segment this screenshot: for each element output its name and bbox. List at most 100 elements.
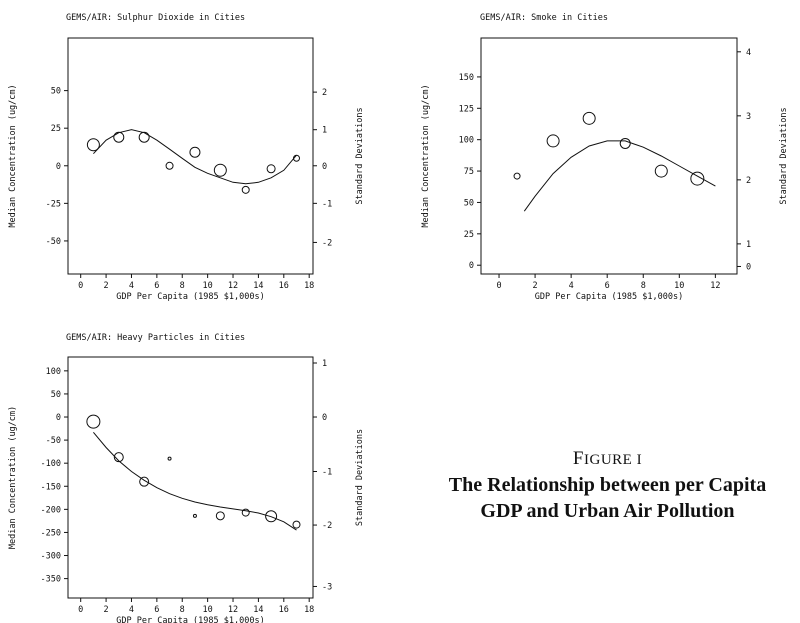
x-tick-label: 18 bbox=[304, 281, 314, 291]
data-point bbox=[167, 456, 172, 461]
x-tick-label: 16 bbox=[279, 281, 289, 291]
plot-frame bbox=[67, 356, 314, 599]
y-axis-label: Median Concentration (ug/cm) bbox=[421, 84, 431, 227]
plot-frame bbox=[67, 37, 314, 275]
data-point bbox=[138, 131, 150, 143]
x-tick-label: 8 bbox=[180, 605, 185, 615]
x-tick-label: 10 bbox=[203, 281, 213, 291]
data-point bbox=[619, 137, 631, 149]
y2-axis-label: Standard Deviations bbox=[355, 107, 365, 204]
y-tick-label: -250 bbox=[41, 528, 61, 538]
data-point bbox=[139, 476, 150, 487]
fit-curve bbox=[93, 129, 297, 185]
data-point bbox=[113, 452, 124, 463]
data-point bbox=[582, 111, 596, 125]
data-point bbox=[213, 163, 227, 177]
y-axis-label: Median Concentration (ug/cm) bbox=[8, 84, 18, 227]
figure-label-initial: F bbox=[572, 448, 584, 469]
chart-title: GEMS/AIR: Heavy Particles in Cities bbox=[66, 333, 245, 343]
caption-line-2: GDP and Urban Air Pollution bbox=[480, 500, 735, 522]
data-point bbox=[265, 510, 278, 523]
x-tick-label: 18 bbox=[304, 605, 314, 615]
y2-tick-label: -1 bbox=[322, 467, 332, 477]
x-tick-label: 6 bbox=[154, 281, 159, 291]
y2-tick-label: 2 bbox=[746, 176, 751, 186]
x-tick-label: 10 bbox=[674, 281, 684, 291]
x-tick-label: 12 bbox=[228, 605, 238, 615]
y-tick-label: 150 bbox=[459, 73, 474, 83]
data-point bbox=[546, 134, 560, 148]
y2-tick-label: 2 bbox=[322, 88, 327, 98]
y-tick-label: 75 bbox=[464, 167, 474, 177]
y-tick-label: -150 bbox=[41, 482, 61, 492]
data-point bbox=[86, 414, 101, 429]
y2-tick-label: 1 bbox=[322, 359, 327, 369]
data-point bbox=[192, 513, 197, 518]
figure-label-rest: IGURE I bbox=[584, 452, 643, 468]
y-tick-label: 100 bbox=[46, 367, 61, 377]
x-tick-label: 14 bbox=[253, 281, 263, 291]
data-point bbox=[165, 161, 174, 170]
y2-tick-label: 4 bbox=[746, 48, 751, 58]
chart-heavy-particles: GEMS/AIR: Heavy Particles in Cities 0 2 4 6 8… bbox=[8, 333, 365, 623]
chart-title: GEMS/AIR: Smoke in Cities bbox=[480, 13, 608, 23]
data-point bbox=[292, 520, 301, 529]
y2-tick-label: 0 bbox=[746, 262, 751, 272]
x-tick-label: 8 bbox=[180, 281, 185, 291]
y-tick-label: -100 bbox=[41, 459, 61, 469]
x-tick-label: 4 bbox=[129, 605, 134, 615]
y2-tick-label: -2 bbox=[322, 238, 332, 248]
x-tick-label: 4 bbox=[129, 281, 134, 291]
y2-tick-label: -1 bbox=[322, 199, 332, 209]
x-axis-label: GDP Per Capita (1985 $1,000s) bbox=[116, 292, 264, 302]
y-tick-label: 125 bbox=[459, 104, 474, 114]
data-point bbox=[86, 138, 100, 152]
data-point bbox=[241, 185, 250, 194]
data-point bbox=[513, 172, 521, 180]
data-point bbox=[266, 164, 276, 174]
x-tick-label: 0 bbox=[78, 605, 83, 615]
x-axis-label: GDP Per Capita (1985 $1,000s) bbox=[116, 616, 264, 623]
y-tick-label: 0 bbox=[56, 162, 61, 172]
fit-curve bbox=[523, 140, 716, 212]
fit-curve bbox=[93, 431, 297, 531]
y2-tick-label: 0 bbox=[322, 162, 327, 172]
y2-tick-label: 1 bbox=[746, 240, 751, 250]
y-tick-label: -25 bbox=[46, 199, 61, 209]
x-tick-label: 6 bbox=[154, 605, 159, 615]
x-tick-label: 12 bbox=[710, 281, 720, 291]
y2-tick-label: 1 bbox=[322, 126, 327, 136]
y2-tick-label: -2 bbox=[322, 521, 332, 531]
y-tick-label: 50 bbox=[51, 390, 61, 400]
y-tick-label: 100 bbox=[459, 136, 474, 146]
data-point bbox=[189, 146, 201, 158]
y2-axis-label: Standard Deviations bbox=[355, 429, 365, 526]
x-tick-label: 0 bbox=[78, 281, 83, 291]
x-tick-label: 2 bbox=[104, 281, 109, 291]
x-tick-label: 4 bbox=[569, 281, 574, 291]
figure-label: FIGURE I bbox=[425, 448, 790, 470]
y2-tick-label: 0 bbox=[322, 413, 327, 423]
y-axis-label: Median Concentration (ug/cm) bbox=[8, 406, 18, 549]
y-tick-label: -50 bbox=[46, 237, 61, 247]
x-tick-label: 6 bbox=[605, 281, 610, 291]
data-point bbox=[654, 164, 668, 178]
x-tick-label: 2 bbox=[104, 605, 109, 615]
x-tick-label: 0 bbox=[496, 281, 501, 291]
y-tick-label: 50 bbox=[464, 198, 474, 208]
y-tick-label: 25 bbox=[464, 230, 474, 240]
data-point bbox=[292, 154, 300, 162]
x-tick-label: 8 bbox=[641, 281, 646, 291]
x-tick-label: 10 bbox=[203, 605, 213, 615]
chart-sulphur-dioxide: GEMS/AIR: Sulphur Dioxide in Cities 0 2 4 6 8… bbox=[8, 13, 365, 302]
caption-line-1: The Relationship between per Capita bbox=[448, 474, 767, 496]
y-tick-label: -200 bbox=[41, 505, 61, 515]
y2-axis-label: Standard Deviations bbox=[779, 107, 789, 204]
x-tick-label: 2 bbox=[533, 281, 538, 291]
y2-tick-label: 3 bbox=[746, 112, 751, 122]
chart-title: GEMS/AIR: Sulphur Dioxide in Cities bbox=[66, 13, 245, 23]
x-tick-label: 16 bbox=[279, 605, 289, 615]
y-tick-label: 0 bbox=[56, 413, 61, 423]
